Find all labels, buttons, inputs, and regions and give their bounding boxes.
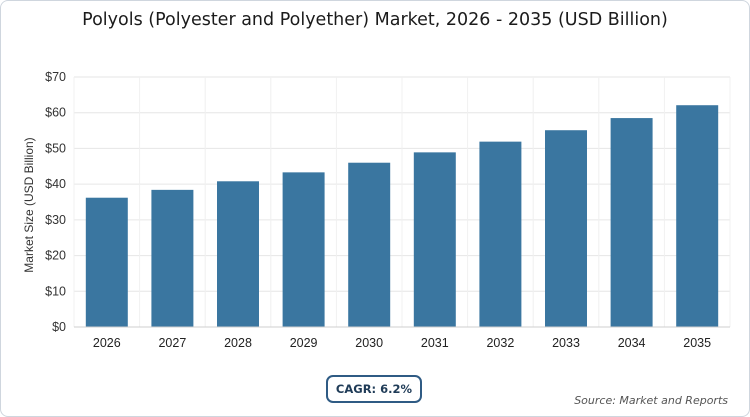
- x-tick-label: 2032: [486, 336, 514, 350]
- y-tick-label: $50: [45, 141, 66, 155]
- y-tick-label: $40: [45, 177, 66, 191]
- cagr-badge: CAGR: 6.2%: [326, 375, 422, 403]
- x-tick-label: 2027: [158, 336, 186, 350]
- source-note: Source: Market and Reports: [574, 394, 728, 407]
- bar-2033: [545, 130, 587, 327]
- x-tick-label: 2034: [618, 336, 646, 350]
- x-tick-label: 2033: [552, 336, 580, 350]
- x-tick-label: 2035: [683, 336, 711, 350]
- bar-2029: [282, 172, 325, 327]
- y-tick-label: $10: [45, 284, 66, 298]
- y-axis-label: Market Size (USD Billion): [22, 137, 36, 272]
- bar-2027: [151, 189, 194, 327]
- bar-2035: [676, 105, 719, 327]
- y-tick-label: $0: [52, 320, 66, 334]
- x-tick-label: 2030: [355, 336, 383, 350]
- chart-title: Polyols (Polyester and Polyether) Market…: [82, 10, 668, 30]
- bar-2030: [348, 162, 391, 327]
- axis-layer: $0 $10 $20 $30 $40 $50 $60 $70 2026 2027 2028 2029 2…: [45, 70, 730, 350]
- x-tick-label: 2029: [290, 336, 318, 350]
- grid-layer: [73, 76, 731, 328]
- bar-2032: [479, 141, 522, 327]
- x-tick-label: 2031: [421, 336, 449, 350]
- y-tick-label: $60: [45, 106, 66, 120]
- bar-2028: [217, 181, 259, 327]
- bar-2026: [85, 197, 128, 327]
- y-tick-label: $70: [45, 70, 66, 84]
- y-tick-label: $30: [45, 213, 66, 227]
- bar-2031: [413, 152, 456, 327]
- y-tick-label: $20: [45, 249, 66, 263]
- x-tick-label: 2028: [224, 336, 252, 350]
- bars-layer: [85, 105, 719, 327]
- x-tick-label: 2026: [93, 336, 121, 350]
- bar-2034: [610, 118, 653, 327]
